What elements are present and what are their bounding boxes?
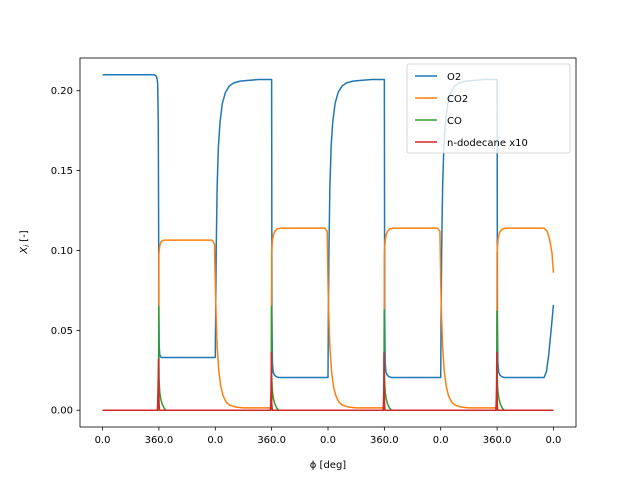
x-tick-label-8: 0.0 bbox=[546, 435, 562, 446]
x-tick-label-6: 0.0 bbox=[433, 435, 449, 446]
x-tick-label-0: 0.0 bbox=[95, 435, 111, 446]
legend: O2 CO2 CO n-dodecane x10 bbox=[406, 63, 571, 154]
x-axis: 0.0 360.0 0.0 360.0 0.0 360.0 0.0 360.0 0.0 bbox=[95, 427, 562, 446]
y-tick-label-3: 0.15 bbox=[51, 166, 73, 177]
legend-label-1: CO2 bbox=[447, 94, 468, 105]
y-axis-label-main: X bbox=[19, 246, 30, 255]
y-tick-label-1: 0.05 bbox=[51, 326, 73, 337]
legend-label-3: n-dodecane x10 bbox=[447, 138, 528, 149]
y-axis-label-sub: i bbox=[23, 245, 31, 247]
y-tick-label-4: 0.20 bbox=[51, 86, 73, 97]
series-line-3 bbox=[102, 351, 554, 411]
x-tick-label-4: 0.0 bbox=[320, 435, 336, 446]
series-line-1 bbox=[102, 227, 555, 411]
x-axis-label: ϕ [deg] bbox=[310, 460, 347, 471]
y-axis: 0.00 0.05 0.10 0.15 0.20 bbox=[51, 86, 80, 417]
legend-label-0: O2 bbox=[447, 72, 461, 83]
x-tick-label-3: 360.0 bbox=[257, 435, 286, 446]
x-tick-label-7: 360.0 bbox=[483, 435, 512, 446]
x-tick-label-2: 0.0 bbox=[207, 435, 223, 446]
y-tick-label-0: 0.00 bbox=[51, 406, 73, 417]
y-axis-label-unit: [-] bbox=[19, 230, 30, 245]
x-tick-label-1: 360.0 bbox=[145, 435, 174, 446]
y-axis-label: Xi [-] bbox=[19, 230, 31, 255]
x-tick-label-5: 360.0 bbox=[370, 435, 399, 446]
legend-label-2: CO bbox=[447, 116, 462, 127]
legend-box bbox=[406, 63, 571, 154]
y-tick-label-2: 0.10 bbox=[51, 246, 73, 257]
